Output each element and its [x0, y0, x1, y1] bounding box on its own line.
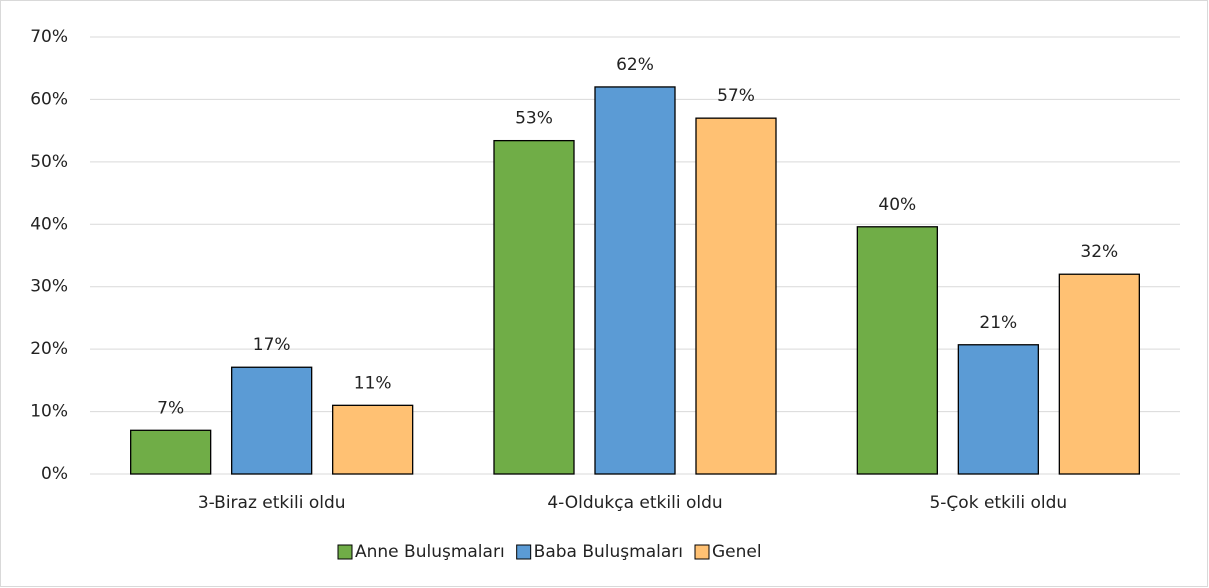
legend-swatch [516, 544, 532, 560]
value-label: 32% [1080, 242, 1118, 262]
bar [493, 139, 575, 475]
y-tick-label: 30% [30, 277, 68, 297]
legend-label: Genel [712, 542, 762, 562]
value-label: 21% [979, 313, 1017, 333]
x-tick-label: 5-Çok etkili oldu [929, 493, 1067, 513]
y-tick-label: 60% [30, 89, 68, 109]
bar [856, 226, 938, 475]
bar [231, 366, 313, 475]
x-tick-label: 3-Biraz etkili oldu [198, 493, 346, 513]
legend-swatch [694, 544, 710, 560]
value-label: 57% [717, 86, 755, 106]
value-label: 40% [878, 195, 916, 215]
y-tick-label: 50% [30, 152, 68, 172]
bar [594, 86, 676, 475]
value-label: 53% [515, 109, 553, 129]
y-tick-label: 40% [30, 214, 68, 234]
bar [1058, 273, 1140, 475]
value-label: 62% [616, 55, 654, 75]
legend-label: Baba Buluşmaları [534, 542, 683, 562]
x-tick-label: 4-Oldukça etkili oldu [547, 493, 722, 513]
legend-swatch [337, 544, 353, 560]
bar [130, 429, 212, 475]
y-tick-label: 70% [30, 27, 68, 47]
value-label: 7% [157, 398, 184, 418]
bar [957, 344, 1039, 475]
y-tick-label: 0% [41, 464, 68, 484]
bar [695, 117, 777, 475]
y-tick-label: 20% [30, 339, 68, 359]
value-label: 17% [253, 335, 291, 355]
legend-label: Anne Buluşmaları [355, 542, 505, 562]
value-label: 11% [354, 373, 392, 393]
bar [332, 404, 414, 475]
y-tick-label: 10% [30, 402, 68, 422]
